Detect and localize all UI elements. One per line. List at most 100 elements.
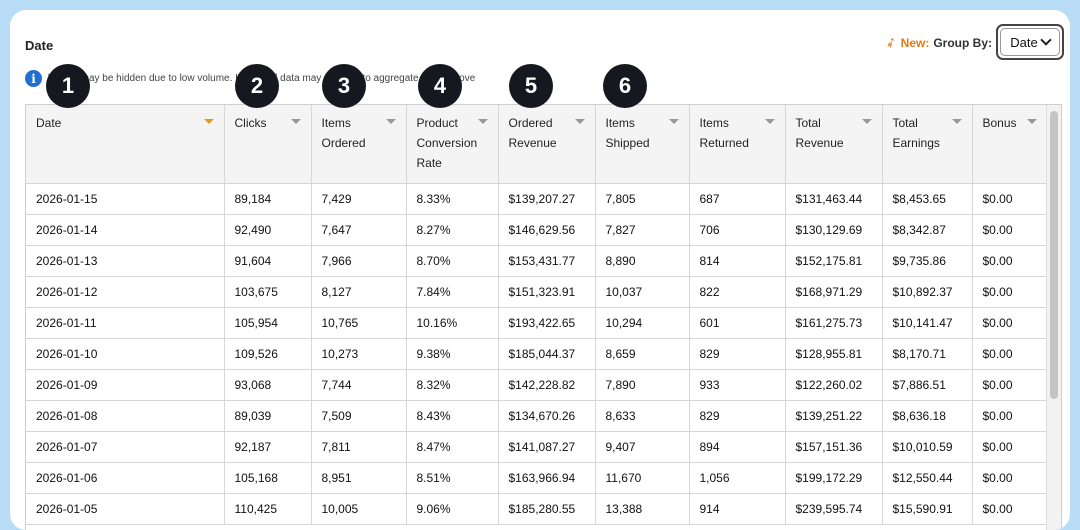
table-cell: 13,388 xyxy=(595,493,690,525)
sort-caret-icon[interactable] xyxy=(290,119,301,124)
table-row: 2026-01-08 89,039 7,509 8.43% $134,670.26 8,6… xyxy=(26,400,1048,432)
column-header-items-ordered[interactable]: Items Ordered xyxy=(311,105,407,184)
table-cell: $185,044.37 xyxy=(498,338,596,370)
table-cell: $9,735.86 xyxy=(882,245,973,277)
table-cell: $122,260.02 xyxy=(785,369,883,401)
table-row: 2026-01-09 93,068 7,744 8.32% $142,228.82 7,8… xyxy=(26,369,1048,401)
sort-caret-icon[interactable] xyxy=(477,119,488,124)
sort-caret-icon[interactable] xyxy=(203,119,214,124)
table-cell: $0.00 xyxy=(972,462,1048,494)
sort-caret-icon[interactable] xyxy=(574,119,585,124)
table-cell: 933 xyxy=(689,369,786,401)
column-header-total-earnings[interactable]: Total Earnings xyxy=(882,105,973,184)
table-cell: 105,954 xyxy=(224,307,312,339)
table-cell: 8.51% xyxy=(406,462,499,494)
table-row: 2026-01-10 109,526 10,273 9.38% $185,044.37 8… xyxy=(26,338,1048,370)
table-cell: 7,966 xyxy=(311,245,407,277)
table-cell: $10,010.59 xyxy=(882,431,973,463)
sort-caret-icon[interactable] xyxy=(764,119,775,124)
table-cell: 2026-01-15 xyxy=(26,183,225,215)
table-cell: $130,129.69 xyxy=(785,214,883,246)
callout-badge-6: 6 xyxy=(603,64,647,108)
column-header-label: Items Ordered xyxy=(321,116,366,150)
table-cell: $157,151.36 xyxy=(785,431,883,463)
table-cell: $153,431.77 xyxy=(498,245,596,277)
table-cell: 103,675 xyxy=(224,276,312,308)
sort-caret-icon[interactable] xyxy=(1026,119,1037,124)
table-cell: 93,068 xyxy=(224,369,312,401)
sort-caret-icon[interactable] xyxy=(861,119,872,124)
chevron-down-icon xyxy=(1040,34,1052,46)
table-cell: $161,275.73 xyxy=(785,307,883,339)
sort-caret-icon[interactable] xyxy=(668,119,679,124)
table-cell: $139,207.27 xyxy=(498,183,596,215)
table-row: 2026-01-14 92,490 7,647 8.27% $146,629.56 7,8… xyxy=(26,214,1048,246)
column-header-label: Items Shipped xyxy=(605,116,650,150)
table-cell: 7,429 xyxy=(311,183,407,215)
table-cell: 822 xyxy=(689,276,786,308)
table-cell: 687 xyxy=(689,183,786,215)
table-cell: 2026-01-11 xyxy=(26,307,225,339)
callout-badge-5: 5 xyxy=(509,64,553,108)
table-cell: 9.38% xyxy=(406,338,499,370)
group-by-select[interactable]: Date xyxy=(1000,28,1060,56)
table-cell: $0.00 xyxy=(972,276,1048,308)
table-cell: $0.00 xyxy=(972,369,1048,401)
column-header-date[interactable]: Date xyxy=(26,105,225,184)
table-cell: 1,056 xyxy=(689,462,786,494)
table-cell: $10,892.37 xyxy=(882,276,973,308)
sort-caret-icon[interactable] xyxy=(951,119,962,124)
table-cell: $128,955.81 xyxy=(785,338,883,370)
callout-badge-3: 3 xyxy=(322,64,366,108)
table-row: 2026-01-12 103,675 8,127 7.84% $151,323.91 10… xyxy=(26,276,1048,308)
new-label: New: xyxy=(900,35,930,50)
column-header-total-revenue[interactable]: Total Revenue xyxy=(785,105,883,184)
table-cell: 2026-01-08 xyxy=(26,400,225,432)
table-cell: 8,127 xyxy=(311,276,407,308)
column-header-items-shipped[interactable]: Items Shipped xyxy=(595,105,690,184)
callout-badge-1: 1 xyxy=(46,64,90,108)
table-cell: $141,087.27 xyxy=(498,431,596,463)
table-cell: 10,765 xyxy=(311,307,407,339)
table-cell: 91,604 xyxy=(224,245,312,277)
table-cell: $0.00 xyxy=(972,431,1048,463)
table-cell: 10,037 xyxy=(595,276,690,308)
table-cell: $142,228.82 xyxy=(498,369,596,401)
table-cell: $0.00 xyxy=(972,183,1048,215)
table-header-row: Date Clicks Items Ordered Product Conversio… xyxy=(26,105,1048,184)
sort-caret-icon[interactable] xyxy=(385,119,396,124)
data-table: Date Clicks Items Ordered Product Conversio… xyxy=(26,105,1048,525)
table-cell: 10,273 xyxy=(311,338,407,370)
table-cell: $8,453.65 xyxy=(882,183,973,215)
table-cell: 8,951 xyxy=(311,462,407,494)
table-cell: 7,811 xyxy=(311,431,407,463)
rocket-icon: ➶ xyxy=(882,32,899,52)
table-cell: $199,172.29 xyxy=(785,462,883,494)
table-cell: 7,827 xyxy=(595,214,690,246)
group-by-select-highlight[interactable]: Date xyxy=(996,24,1064,60)
table-cell: $8,342.87 xyxy=(882,214,973,246)
column-header-label: Total Revenue xyxy=(795,116,844,150)
table-cell: $0.00 xyxy=(972,338,1048,370)
table-cell: 105,168 xyxy=(224,462,312,494)
table-cell: $134,670.26 xyxy=(498,400,596,432)
table-cell: 829 xyxy=(689,400,786,432)
column-header-bonus[interactable]: Bonus xyxy=(972,105,1048,184)
table-cell: $0.00 xyxy=(972,245,1048,277)
table-cell: $8,636.18 xyxy=(882,400,973,432)
scrollbar-thumb[interactable] xyxy=(1050,111,1058,399)
vertical-scrollbar[interactable] xyxy=(1046,105,1061,530)
column-header-clicks[interactable]: Clicks xyxy=(224,105,312,184)
table-cell: 7,509 xyxy=(311,400,407,432)
table-row: 2026-01-15 89,184 7,429 8.33% $139,207.27 7,8… xyxy=(26,183,1048,215)
table-cell: 2026-01-14 xyxy=(26,214,225,246)
column-header-ordered-revenue[interactable]: Ordered Revenue xyxy=(498,105,596,184)
column-header-label: Date xyxy=(36,116,62,130)
table-cell: $10,141.47 xyxy=(882,307,973,339)
column-header-product-conversion-rate[interactable]: Product Conversion Rate xyxy=(406,105,499,184)
column-header-items-returned[interactable]: Items Returned xyxy=(689,105,786,184)
table-cell: 7,890 xyxy=(595,369,690,401)
callout-badge-2: 2 xyxy=(235,64,279,108)
column-header-label: Clicks xyxy=(234,116,267,130)
table-cell: 2026-01-10 xyxy=(26,338,225,370)
